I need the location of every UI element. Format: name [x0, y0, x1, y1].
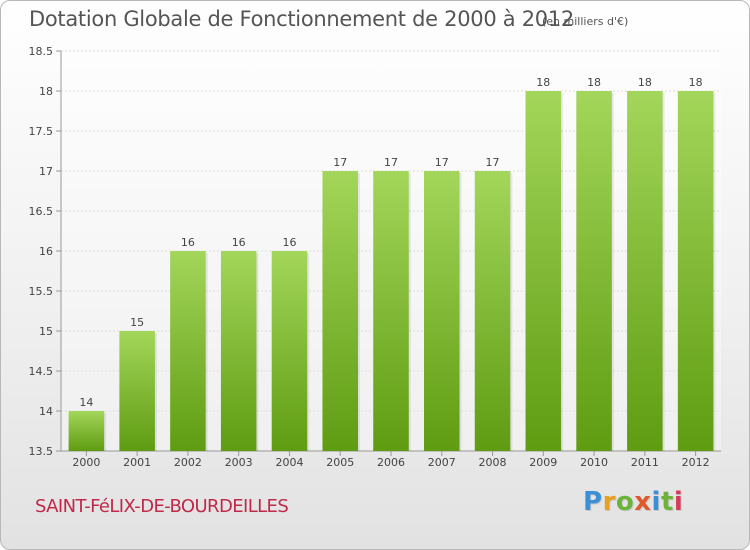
bar: [68, 411, 105, 451]
logo-letter: i: [651, 487, 661, 517]
logo-letter: x: [634, 487, 652, 517]
data-label: 18: [587, 76, 601, 89]
bar: [271, 251, 308, 451]
bar: [677, 91, 714, 451]
bar: [322, 171, 358, 451]
y-tick-label: 16: [39, 245, 53, 258]
y-tick-label: 18: [39, 85, 53, 98]
y-tick-label: 17: [39, 165, 53, 178]
logo-letter: t: [660, 487, 674, 517]
data-label: 18: [638, 76, 652, 89]
bar: [525, 91, 562, 451]
x-tick-label: 2005: [326, 456, 354, 469]
y-tick-label: 17.5: [29, 125, 54, 138]
y-tick-label: 15: [39, 325, 53, 338]
bar: [220, 251, 257, 451]
x-tick-label: 2001: [123, 456, 151, 469]
y-tick-label: 18.5: [29, 45, 54, 58]
data-label: 16: [181, 236, 195, 249]
logo-letter: o: [615, 487, 635, 517]
x-tick-label: 2009: [529, 456, 557, 469]
x-tick-label: 2008: [479, 456, 507, 469]
data-label: 15: [130, 316, 144, 329]
x-tick-label: 2003: [225, 456, 253, 469]
commune-name: SAINT-FéLIX-DE-BOURDEILLES: [35, 496, 289, 517]
y-tick-label: 16.5: [29, 205, 54, 218]
bar: [627, 91, 663, 451]
logo-letter: P: [583, 487, 603, 517]
unit-note: (en milliers d'€): [542, 15, 629, 28]
x-tick-label: 2012: [682, 456, 710, 469]
data-label: 16: [282, 236, 296, 249]
x-tick-label: 2000: [72, 456, 100, 469]
chart-title: Dotation Globale de Fonctionnement de 20…: [29, 7, 574, 31]
x-tick-label: 2007: [428, 456, 456, 469]
logo-letter: i: [673, 487, 684, 517]
data-label: 17: [486, 156, 500, 169]
bar: [119, 331, 155, 451]
y-tick-label: 13.5: [29, 445, 54, 458]
logo-letter: r: [602, 487, 616, 517]
proxiti-logo: Proxiti: [583, 487, 683, 517]
data-label: 18: [536, 76, 550, 89]
y-tick-label: 14: [39, 405, 53, 418]
x-tick-label: 2004: [275, 456, 303, 469]
x-tick-label: 2002: [174, 456, 202, 469]
bar: [424, 171, 460, 451]
data-label: 17: [435, 156, 449, 169]
bar: [474, 171, 511, 451]
data-label: 18: [689, 76, 703, 89]
bar: [576, 91, 612, 451]
data-label: 16: [232, 236, 246, 249]
data-label: 14: [79, 396, 93, 409]
x-tick-label: 2006: [377, 456, 405, 469]
y-tick-label: 15.5: [29, 285, 54, 298]
x-tick-label: 2011: [631, 456, 659, 469]
data-label: 17: [384, 156, 398, 169]
x-tick-label: 2010: [580, 456, 608, 469]
bar: [373, 171, 409, 451]
bar: [170, 251, 206, 451]
data-label: 17: [333, 156, 347, 169]
y-tick-label: 14.5: [29, 365, 54, 378]
